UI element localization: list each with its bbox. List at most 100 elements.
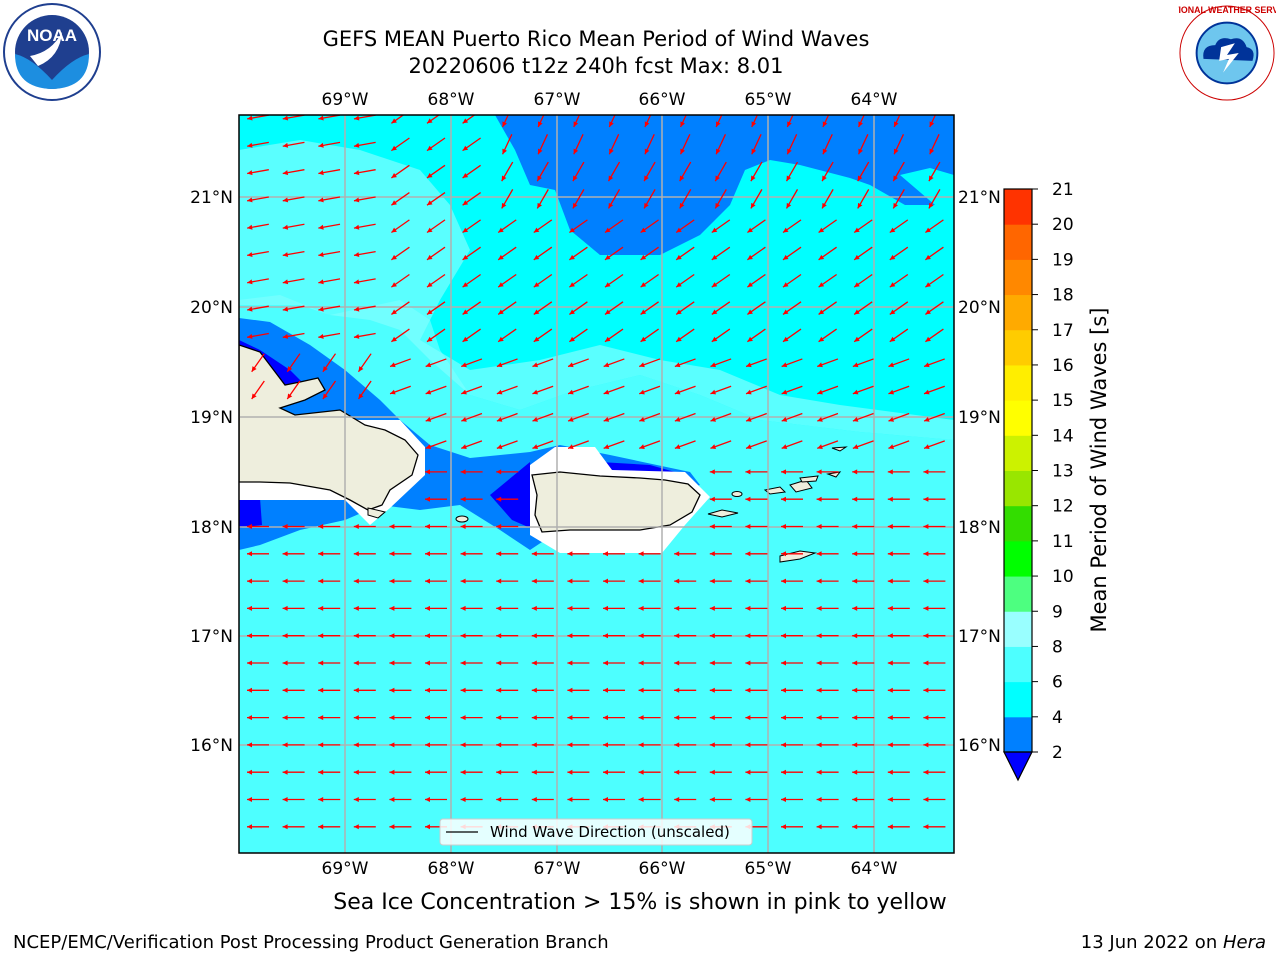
- wave-arrow: [460, 469, 483, 475]
- footer-date: 13 Jun 2022 on Hera: [1081, 932, 1266, 953]
- wave-arrow: [322, 380, 337, 400]
- wave-arrow: [888, 440, 910, 450]
- colorbar-tick-label: 17: [1052, 321, 1074, 341]
- wave-arrow: [816, 660, 839, 666]
- wave-arrow: [603, 385, 625, 395]
- wave-arrow: [745, 496, 768, 502]
- wave-arrow: [751, 134, 762, 155]
- lat-label-left: 16°N: [190, 736, 233, 756]
- wave-arrow: [887, 660, 910, 666]
- wave-arrow: [852, 385, 874, 395]
- wave-arrow: [426, 115, 440, 124]
- wave-arrow: [608, 134, 620, 155]
- wave-arrow: [887, 605, 910, 611]
- colorbar-segment: [1004, 435, 1032, 471]
- wave-arrow: [781, 358, 803, 368]
- lat-label-right: 19°N: [958, 408, 1001, 428]
- wave-arrow: [714, 189, 727, 209]
- wave-arrow: [640, 328, 659, 343]
- lat-label-right: 20°N: [958, 298, 1001, 318]
- wave-arrow: [816, 551, 839, 557]
- wave-arrow: [852, 633, 875, 639]
- wave-arrow: [569, 328, 588, 343]
- wave-arrow: [318, 605, 341, 611]
- wave-arrow: [781, 797, 803, 802]
- wave-arrow: [426, 273, 446, 288]
- wave-arrow: [531, 605, 554, 611]
- wave-arrow: [781, 687, 803, 693]
- colorbar-segment: [1004, 646, 1032, 683]
- wave-arrow: [426, 164, 446, 179]
- wave-arrow: [353, 278, 376, 285]
- wave-arrow: [353, 742, 376, 748]
- wave-arrow: [852, 578, 875, 584]
- footer-date-text: 13 Jun 2022 on: [1080, 932, 1223, 953]
- wave-arrow: [603, 660, 625, 666]
- wave-arrow: [816, 469, 839, 475]
- wave-arrow: [603, 605, 625, 611]
- wave-arrow: [462, 137, 481, 152]
- wave-arrow: [817, 358, 839, 368]
- wave-arrow: [786, 115, 794, 128]
- wave-arrow: [460, 551, 483, 557]
- wave-arrow: [460, 715, 483, 721]
- wave-arrow: [781, 605, 803, 611]
- lon-label-top: 69°W: [322, 90, 369, 110]
- wave-arrow: [889, 273, 909, 288]
- colorbar-label: Mean Period of Wind Waves [s]: [1087, 308, 1111, 633]
- wave-arrow: [887, 633, 910, 639]
- wave-arrow: [391, 192, 410, 206]
- wave-arrow: [460, 797, 483, 802]
- wave-arrow: [892, 189, 905, 209]
- wave-arrow: [531, 687, 554, 693]
- wave-arrow: [496, 578, 519, 584]
- wave-arrow: [247, 797, 269, 802]
- wave-arrow: [501, 161, 514, 182]
- wave-arrow: [818, 246, 837, 261]
- wave-arrow: [247, 605, 269, 611]
- wave-arrow: [389, 358, 411, 368]
- wave-arrow: [715, 115, 723, 128]
- wave-arrow: [852, 742, 875, 748]
- legend-box: [439, 818, 753, 846]
- wave-arrow: [928, 189, 941, 209]
- wave-arrow: [537, 115, 545, 128]
- wave-arrow: [923, 769, 946, 775]
- wave-arrow: [247, 742, 269, 748]
- wave-arrow: [607, 161, 621, 182]
- wave-arrow: [567, 385, 589, 395]
- wave-arrow: [674, 769, 697, 775]
- wave-arrow: [857, 189, 870, 209]
- wave-arrow: [282, 141, 305, 148]
- footer-branch: NCEP/EMC/Verification Post Processing Pr…: [13, 932, 609, 953]
- wave-arrow: [496, 687, 519, 693]
- lat-label-left: 17°N: [190, 627, 233, 647]
- wave-arrow: [857, 115, 865, 128]
- wave-arrow: [318, 660, 341, 666]
- wave-arrow: [282, 660, 305, 666]
- wave-arrow: [532, 358, 554, 368]
- colorbar-tick-label: 12: [1052, 497, 1074, 517]
- wave-arrow: [674, 605, 697, 611]
- wave-arrow: [853, 273, 873, 288]
- wave-arrow: [391, 164, 410, 179]
- hispaniola-land: [239, 344, 419, 511]
- colorbar-tick-label: 18: [1052, 286, 1074, 306]
- wave-arrow: [567, 687, 590, 693]
- wave-arrow: [892, 161, 905, 182]
- wave-arrow: [286, 380, 301, 400]
- wave-arrow: [923, 797, 946, 802]
- map-legend: Wind Wave Direction (unscaled): [439, 818, 753, 846]
- wave-arrow: [887, 769, 910, 775]
- wave-arrow: [460, 605, 483, 611]
- wave-arrow: [710, 385, 732, 395]
- wave-arrow: [925, 301, 944, 315]
- map-frame: [238, 114, 955, 854]
- wave-arrow: [603, 412, 625, 422]
- colorbar-segment: [1004, 681, 1032, 718]
- colorbar-segment: [1004, 576, 1032, 612]
- wave-arrow: [715, 134, 727, 155]
- wave-arrow: [425, 687, 447, 693]
- wave-arrow: [531, 797, 554, 802]
